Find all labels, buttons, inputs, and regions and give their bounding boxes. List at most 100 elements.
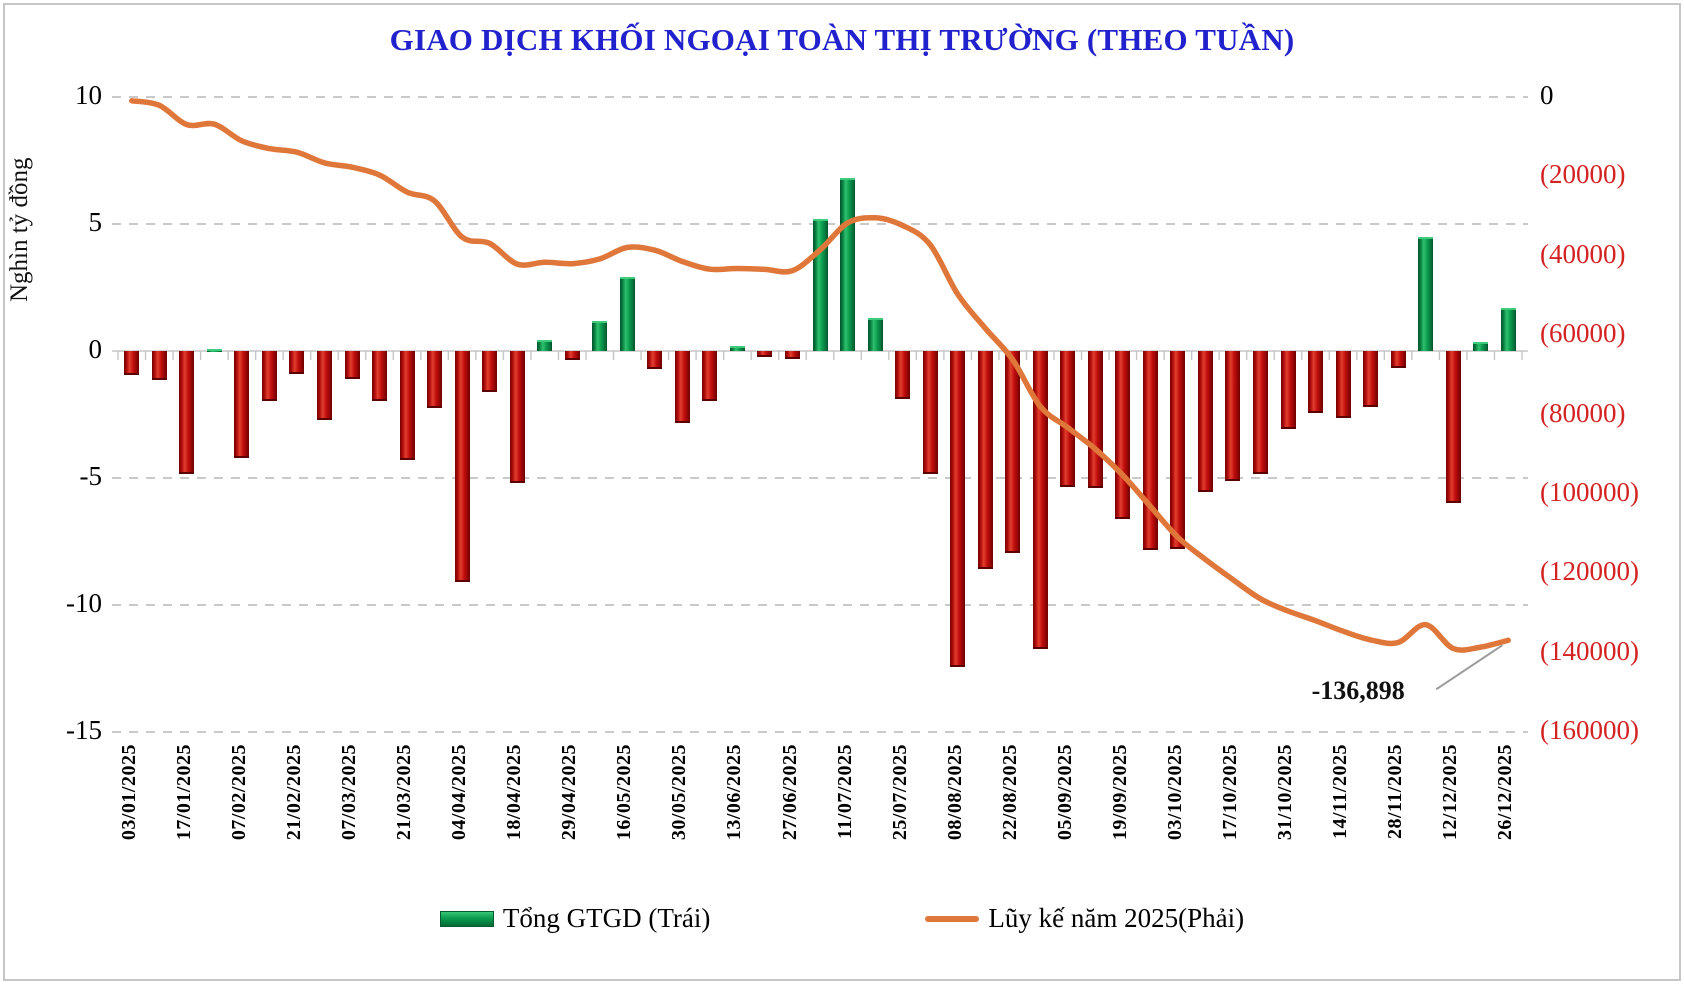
bar-week-11 [399, 351, 415, 461]
bar-week-48 [1418, 236, 1434, 351]
bar-week-38 [1142, 351, 1158, 551]
bar-week-51 [1500, 307, 1516, 351]
bar-week-3 [179, 351, 195, 475]
left-tick--10: -10 [66, 588, 102, 618]
x-tick-29/04/2025: 29/04/2025 [558, 744, 581, 841]
bar-week-5 [234, 351, 250, 458]
x-tick-30/05/2025: 30/05/2025 [668, 744, 691, 841]
left-tick--15: -15 [66, 715, 102, 745]
legend-label-bars: Tổng GTGD (Trái) [502, 903, 711, 933]
right-tick-2: (40000) [1540, 238, 1626, 269]
legend-item-bars: Tổng GTGD (Trái) [439, 903, 711, 934]
bar-week-41 [1225, 351, 1241, 481]
bar-week-34 [1032, 351, 1048, 650]
bar-week-14 [482, 351, 498, 392]
bar-week-49 [1445, 351, 1461, 504]
green-bar-swatch-icon [439, 910, 494, 927]
legend: Tổng GTGD (Trái) Lũy kế năm 2025(Phải) [0, 903, 1684, 934]
x-tick-12/12/2025: 12/12/2025 [1439, 744, 1462, 841]
x-tick-13/06/2025: 13/06/2025 [723, 744, 746, 841]
chart-title: GIAO DỊCH KHỐI NGOẠI TOÀN THỊ TRƯỜNG (TH… [389, 22, 1295, 57]
x-tick-11/07/2025: 11/07/2025 [833, 744, 856, 840]
bar-week-16 [537, 339, 553, 351]
left-tick-5: 5 [88, 207, 103, 237]
bar-week-36 [1087, 351, 1103, 489]
bar-week-33 [1005, 351, 1021, 553]
left-tick--5: -5 [79, 461, 103, 491]
left-tick-0: 0 [88, 334, 103, 364]
bar-week-39 [1170, 351, 1186, 550]
bar-week-19 [619, 277, 635, 351]
bar-week-24 [757, 351, 773, 358]
annotation-leader-line [1435, 644, 1503, 691]
x-tick-05/09/2025: 05/09/2025 [1053, 744, 1076, 841]
bar-week-10 [372, 351, 387, 401]
left-tick-10: 10 [75, 80, 102, 110]
bar-week-9 [344, 351, 360, 379]
x-tick-16/05/2025: 16/05/2025 [613, 744, 636, 841]
x-tick-03/10/2025: 03/10/2025 [1163, 744, 1186, 841]
bar-week-32 [977, 351, 993, 570]
x-tick-28/11/2025: 28/11/2025 [1384, 744, 1407, 840]
bar-week-12 [427, 351, 443, 409]
bar-week-35 [1060, 351, 1076, 487]
x-tick-31/10/2025: 31/10/2025 [1274, 744, 1296, 841]
x-tick-04/04/2025: 04/04/2025 [448, 744, 471, 841]
right-tick-0: 0 [1540, 80, 1554, 110]
bar-week-17 [564, 351, 580, 360]
bar-week-30 [922, 351, 938, 475]
x-tick-22/08/2025: 22/08/2025 [998, 744, 1021, 841]
x-tick-26/12/2025: 26/12/2025 [1494, 744, 1517, 841]
bar-week-1 [124, 351, 140, 376]
right-tick-7: (140000) [1540, 635, 1639, 666]
line-end-annotation: -136,898 [1311, 676, 1405, 706]
bar-week-40 [1197, 351, 1213, 492]
legend-label-line: Lũy kế năm 2025(Phải) [988, 903, 1245, 933]
x-tick-17/01/2025: 17/01/2025 [172, 744, 195, 841]
bar-week-18 [592, 320, 608, 351]
orange-line-swatch-icon [925, 915, 980, 922]
x-tick-25/07/2025: 25/07/2025 [888, 744, 911, 841]
bar-week-13 [454, 351, 470, 583]
x-tick-19/09/2025: 19/09/2025 [1108, 744, 1131, 841]
bar-week-15 [509, 351, 525, 484]
bar-week-45 [1335, 351, 1351, 419]
bar-week-37 [1115, 351, 1131, 519]
left-axis-title: Nghìn tỷ đồng [6, 157, 33, 303]
x-tick-07/03/2025: 07/03/2025 [338, 744, 360, 841]
x-tick-07/02/2025: 07/02/2025 [227, 744, 250, 841]
bar-week-6 [261, 351, 277, 401]
bar-week-50 [1473, 342, 1489, 351]
bar-week-31 [950, 351, 966, 668]
x-tick-21/02/2025: 21/02/2025 [282, 744, 305, 841]
right-tick-5: (100000) [1540, 476, 1639, 507]
x-tick-21/03/2025: 21/03/2025 [393, 744, 416, 841]
bar-week-21 [674, 351, 690, 424]
bar-week-2 [151, 351, 167, 381]
right-tick-6: (120000) [1540, 556, 1639, 587]
bar-week-46 [1363, 351, 1379, 407]
bar-week-43 [1280, 351, 1296, 429]
x-tick-03/01/2025: 03/01/2025 [117, 744, 140, 841]
bar-week-20 [647, 351, 663, 369]
right-tick-4: (80000) [1540, 397, 1626, 428]
x-tick-14/11/2025: 14/11/2025 [1329, 744, 1352, 840]
right-tick-3: (60000) [1540, 318, 1626, 349]
bar-week-8 [317, 351, 332, 420]
right-tick-8: (160000) [1540, 715, 1639, 745]
bar-week-42 [1253, 351, 1268, 475]
bar-week-44 [1308, 351, 1323, 414]
x-tick-08/08/2025: 08/08/2025 [943, 744, 966, 841]
x-tick-18/04/2025: 18/04/2025 [503, 744, 526, 841]
bar-week-27 [840, 178, 855, 351]
bar-week-23 [729, 345, 745, 351]
x-tick-17/10/2025: 17/10/2025 [1218, 744, 1241, 841]
x-tick-27/06/2025: 27/06/2025 [778, 744, 801, 841]
bar-week-26 [812, 218, 828, 351]
bar-week-28 [867, 318, 883, 351]
right-tick-1: (20000) [1540, 159, 1626, 190]
bar-week-4 [206, 348, 222, 352]
bar-week-25 [785, 351, 800, 359]
cumulative-line [129, 98, 1511, 653]
bar-week-22 [702, 351, 718, 401]
